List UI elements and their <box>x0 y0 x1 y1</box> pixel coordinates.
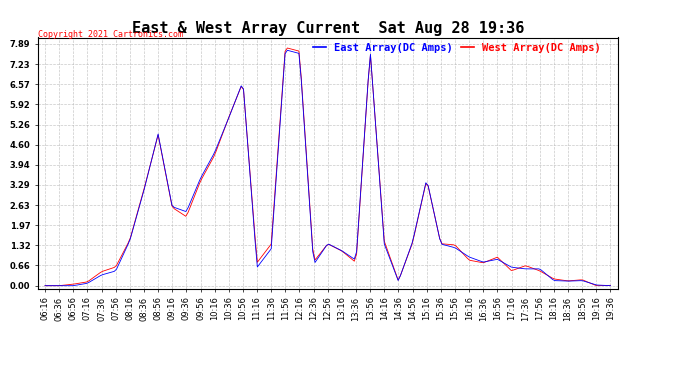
Title: East & West Array Current  Sat Aug 28 19:36: East & West Array Current Sat Aug 28 19:… <box>132 21 524 36</box>
Legend: East Array(DC Amps), West Array(DC Amps): East Array(DC Amps), West Array(DC Amps) <box>313 43 601 53</box>
Text: Copyright 2021 Cartronics.com: Copyright 2021 Cartronics.com <box>38 30 183 39</box>
